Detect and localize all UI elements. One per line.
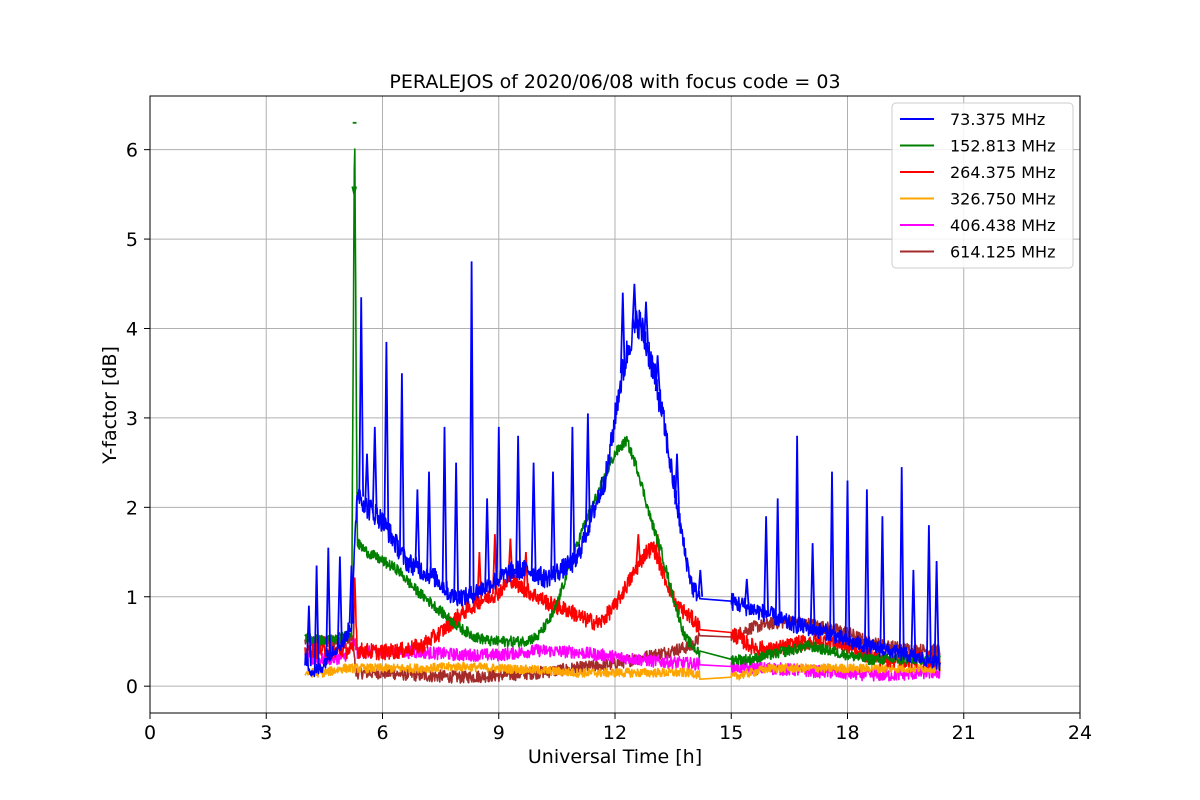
series-spike: [910, 569, 917, 657]
series-spike: [325, 547, 332, 657]
y-tick-label: 2: [126, 497, 138, 519]
x-tick-label: 3: [260, 722, 272, 744]
series-spike: [484, 498, 490, 586]
series-spike: [313, 565, 320, 671]
series-line: [304, 541, 941, 669]
x-tick-label: 0: [144, 722, 156, 744]
series-spike: [674, 453, 680, 505]
legend-label: 614.125 MHz: [950, 243, 1055, 262]
series-spike: [654, 355, 661, 392]
series-spike: [530, 462, 537, 573]
series-spike: [515, 435, 521, 570]
series-spike: [697, 569, 704, 597]
x-tick-label: 18: [835, 722, 859, 744]
legend-label: 406.438 MHz: [950, 216, 1055, 235]
series-spike: [364, 453, 370, 508]
x-axis: 0 3 6 9 12 15 18 21 24: [144, 713, 1092, 744]
series-spike: [426, 471, 432, 575]
series-layer: [304, 121, 941, 684]
series-spike: [358, 297, 364, 497]
series-spike: [371, 426, 378, 514]
x-tick-label: 15: [719, 722, 743, 744]
series-spike: [495, 426, 502, 579]
series-spike: [635, 534, 642, 566]
series-spike: [643, 301, 649, 344]
series-spike: [399, 373, 405, 555]
y-tick-label: 6: [126, 140, 138, 162]
y-tick-label: 0: [126, 676, 138, 698]
series-spike: [337, 556, 343, 645]
series-spike: [809, 543, 816, 629]
series-spike: [383, 341, 390, 529]
series-spike: [585, 413, 591, 528]
y-tick-label: 4: [126, 318, 138, 340]
series-line: [304, 309, 941, 678]
series-spike: [468, 261, 475, 595]
series-spike: [619, 292, 626, 374]
series-spike: [523, 551, 529, 591]
series-spike: [763, 516, 769, 614]
series-spike: [569, 426, 576, 564]
y-axis: 0 1 2 3 4 5 6: [126, 140, 150, 698]
x-tick-label: 21: [952, 722, 976, 744]
series-line: [304, 661, 941, 681]
series-spike: [348, 565, 355, 624]
x-axis-label: Universal Time [h]: [528, 746, 702, 768]
x-tick-label: 24: [1068, 722, 1092, 744]
legend-label: 73.375 MHz: [950, 110, 1045, 129]
series-spike: [879, 516, 886, 650]
series-spike: [351, 186, 357, 195]
legend-label: 152.813 MHz: [950, 137, 1055, 156]
series-spike: [441, 426, 448, 588]
series-spike: [743, 578, 750, 608]
series-spike: [774, 498, 781, 619]
series-spike: [844, 480, 851, 642]
series-spike: [829, 471, 835, 635]
y-axis-label: Y-factor [dB]: [99, 346, 121, 465]
chart-title: PERALEJOS of 2020/06/08 with focus code …: [389, 71, 840, 93]
legend-box: [891, 102, 1074, 269]
x-tick-label: 9: [493, 722, 505, 744]
series-spike: [453, 462, 459, 597]
legend-label: 264.375 MHz: [950, 163, 1055, 182]
series-spike: [414, 489, 421, 568]
x-tick-label: 12: [603, 722, 627, 744]
series-spike: [631, 283, 638, 329]
series-spike: [898, 467, 905, 655]
series-spike: [306, 605, 312, 667]
series-spike: [864, 489, 870, 646]
series-spike: [794, 435, 800, 626]
x-tick-label: 6: [376, 722, 388, 744]
legend-label: 326.750 MHz: [950, 190, 1055, 209]
series-spike: [550, 471, 556, 575]
series-spike: [926, 525, 932, 661]
y-tick-label: 3: [126, 408, 138, 430]
y-tick-label: 1: [126, 587, 138, 609]
y-tick-label: 5: [126, 229, 138, 251]
legend: 73.375 MHz 152.813 MHz 264.375 MHz 326.750 …: [891, 102, 1074, 269]
series-spike: [933, 560, 940, 663]
